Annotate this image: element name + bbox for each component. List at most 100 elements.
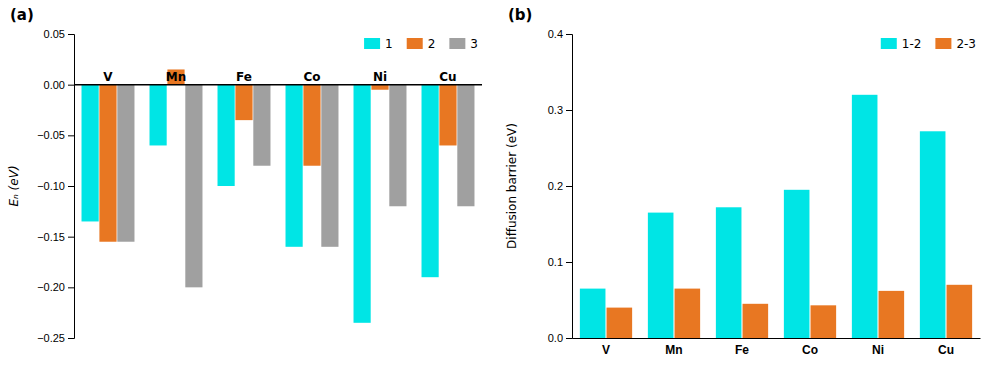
bar [675, 289, 701, 338]
bar [457, 85, 474, 207]
bar [371, 85, 388, 90]
bar [303, 85, 320, 166]
bar [422, 85, 439, 278]
y-axis-title: Diffusion barrier (eV) [505, 123, 519, 249]
x-tick: V [602, 343, 610, 357]
y-tick-label: 0.1 [548, 256, 563, 268]
y-tick-mark [566, 262, 572, 263]
legend-item: 1 [364, 37, 393, 51]
y-tick: 0.00 [44, 79, 74, 91]
panel: −0.25 −0.20 −0.15 −0.10 −0.05 0.00 0.05 Eₙ (eV)… [7, 6, 482, 344]
y-tick-mark [68, 237, 74, 238]
x-tick: Ni [872, 343, 884, 357]
bar [439, 85, 456, 146]
bar-series [607, 285, 973, 338]
bar-series [99, 69, 456, 241]
bar [218, 85, 235, 186]
y-tick-label: −0.25 [37, 332, 65, 344]
y-tick-mark [68, 287, 74, 288]
bar-series [82, 85, 439, 323]
y-tick-label: −0.05 [37, 129, 65, 141]
bar [235, 85, 252, 120]
y-tick: 0.4 [548, 28, 572, 40]
y-tick-mark [566, 110, 572, 111]
y-axis-title: Eₙ (eV) [7, 165, 21, 206]
x-tick-label: Cu [938, 343, 954, 357]
y-tick-label: −0.15 [37, 231, 65, 243]
bar [648, 213, 674, 338]
bar [150, 85, 167, 146]
legend-label: 1-2 [902, 37, 922, 51]
bar [185, 85, 202, 288]
bar-series [580, 95, 946, 338]
y-tick: −0.20 [37, 281, 74, 293]
x-tick-label: Fe [735, 343, 749, 357]
bar [99, 85, 116, 242]
y-tick-label: 0.2 [548, 180, 563, 192]
bar [879, 291, 905, 338]
x-tick: Cu [938, 343, 954, 357]
x-tick: Fe [735, 343, 749, 357]
y-tick-label: 0.3 [548, 104, 563, 116]
y-tick-mark [566, 338, 572, 339]
y-tick-mark [566, 186, 572, 187]
category-label: Fe [236, 70, 252, 84]
bars [82, 69, 475, 322]
y-tick: 0.05 [44, 28, 74, 40]
bar [920, 131, 946, 338]
y-tick: −0.05 [37, 129, 74, 141]
x-tick-label: Mn [665, 343, 682, 357]
y-tick-label: 0.05 [44, 28, 65, 40]
y-tick-label: −0.20 [37, 281, 65, 293]
plot-area: −0.25 −0.20 −0.15 −0.10 −0.05 0.00 0.05 Eₙ (eV)… [7, 28, 482, 344]
bar [852, 95, 878, 338]
bar [321, 85, 338, 247]
legend-item: 2-3 [935, 37, 976, 51]
bar [716, 207, 742, 338]
category-label: Mn [166, 70, 186, 84]
y-tick-mark [566, 34, 572, 35]
category-labels: VMnFeCoNiCu [103, 70, 456, 84]
y-axis-line [566, 35, 573, 339]
bar-series [117, 85, 474, 288]
bar [607, 308, 633, 338]
chart-svg: −0.25 −0.20 −0.15 −0.10 −0.05 0.00 0.05 Eₙ (eV)… [0, 0, 996, 372]
legend-item: 3 [449, 37, 478, 51]
y-tick-mark [68, 85, 74, 86]
bar [286, 85, 303, 247]
bar [784, 190, 810, 338]
y-tick: 0.2 [548, 180, 572, 192]
y-axis: 0.00.10.20.30.4 [548, 28, 573, 344]
legend: 1-2 2-3 [881, 37, 976, 51]
y-tick-label: 0.00 [44, 79, 65, 91]
bars [580, 95, 972, 338]
x-axis: VMnFeCoNiCu [573, 339, 981, 358]
bar [743, 304, 769, 338]
panel-title: (b) [508, 6, 532, 24]
y-tick-mark [68, 135, 74, 136]
y-tick: −0.10 [37, 180, 74, 192]
panel-title: (a) [10, 6, 34, 24]
y-tick-mark [68, 34, 74, 35]
y-tick-label: 0.4 [548, 28, 563, 40]
y-tick-mark [68, 338, 74, 339]
legend: 123 [364, 37, 478, 51]
y-tick: −0.25 [37, 332, 74, 344]
bar [580, 289, 606, 338]
legend-swatch [449, 38, 465, 49]
plot-area: 0.00.10.20.30.4Diffusion barrier (eV)VMn… [505, 28, 981, 357]
legend-swatch [407, 38, 423, 49]
legend-item: 1-2 [881, 37, 922, 51]
x-axis-line [573, 338, 981, 339]
category-label: V [103, 70, 113, 84]
x-tick-label: V [602, 343, 610, 357]
panel: 0.00.10.20.30.4Diffusion barrier (eV)VMn… [505, 6, 981, 357]
legend-label: 3 [470, 37, 478, 51]
bar [947, 285, 973, 338]
bar [389, 85, 406, 207]
y-axis: −0.25 −0.20 −0.15 −0.10 −0.05 0.00 0.05 [37, 28, 74, 344]
y-tick-label: −0.10 [37, 180, 65, 192]
category-label: Cu [439, 70, 456, 84]
legend-swatch [881, 38, 897, 49]
y-tick: 0.3 [548, 104, 572, 116]
